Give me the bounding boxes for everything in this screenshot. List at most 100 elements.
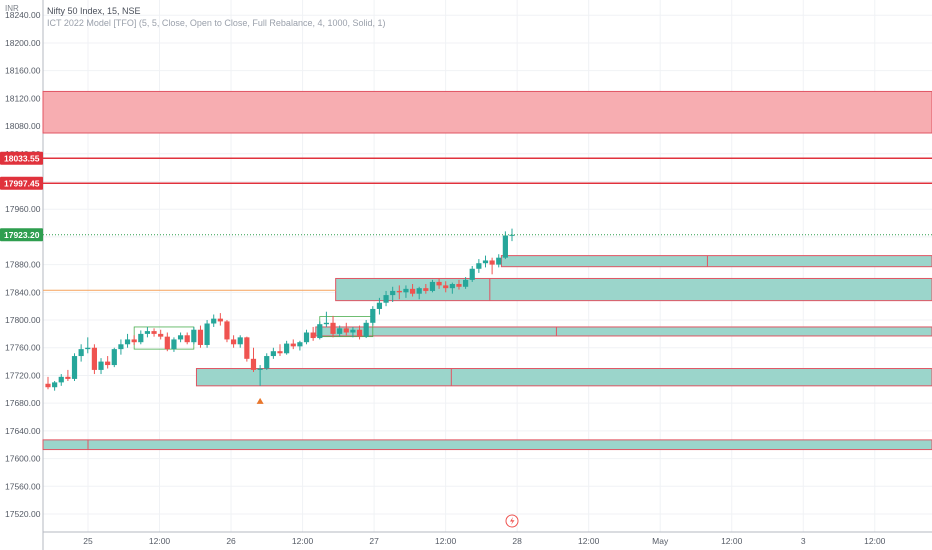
candle-body <box>489 260 495 265</box>
y-tick-label: 17640.00 <box>5 426 41 436</box>
candle <box>390 286 396 303</box>
candle <box>330 315 336 338</box>
x-tick-label: 12:00 <box>149 536 171 546</box>
candle-body <box>98 361 104 370</box>
candle <box>356 325 363 340</box>
candle-body <box>463 279 469 287</box>
candle <box>211 314 217 327</box>
candle <box>158 329 164 340</box>
candle-body <box>383 295 389 303</box>
y-tick-label: 17800.00 <box>5 315 41 325</box>
candle-body <box>71 356 78 379</box>
candle <box>71 353 78 381</box>
candle-body <box>91 347 97 370</box>
candle-body <box>284 343 290 354</box>
candle <box>423 284 429 294</box>
candle-body <box>264 356 270 369</box>
candle-body <box>310 332 316 339</box>
candle-body <box>416 288 422 294</box>
candle-body <box>443 285 449 289</box>
candle <box>118 339 124 355</box>
candle <box>177 332 184 343</box>
candle-body <box>270 351 276 357</box>
price-label-text: 18033.55 <box>4 153 40 163</box>
y-tick-label: 18160.00 <box>5 66 41 76</box>
candle <box>343 322 349 336</box>
candle <box>337 325 343 337</box>
bearish-zone <box>42 90 932 134</box>
candle <box>403 285 409 298</box>
candle <box>416 286 422 300</box>
currency-label: INR <box>5 4 19 13</box>
x-tick-label: 12:00 <box>721 536 743 546</box>
candle <box>237 335 243 348</box>
candle-body <box>370 308 376 323</box>
candle <box>370 306 376 326</box>
candle <box>244 336 250 362</box>
candle-body <box>52 382 58 388</box>
y-tick-label: 17960.00 <box>5 204 41 214</box>
candle <box>144 326 151 338</box>
candle-body <box>177 335 184 340</box>
candle-body <box>429 281 436 291</box>
candle <box>52 380 58 391</box>
candle-body <box>303 332 310 343</box>
y-tick-label: 17880.00 <box>5 260 41 270</box>
candle <box>58 374 64 386</box>
candle-body <box>403 288 409 293</box>
candle <box>502 231 508 260</box>
candle <box>277 344 283 357</box>
price-label-tag <box>0 228 43 242</box>
candle-body <box>197 329 204 345</box>
candle-body <box>231 339 237 345</box>
x-tick-label: May <box>652 536 669 546</box>
x-tick-label: 25 <box>83 536 93 546</box>
candle-body <box>224 321 230 340</box>
candle <box>78 344 84 362</box>
candle-body <box>363 322 369 337</box>
candle-body <box>390 290 396 296</box>
x-tick-label: 27 <box>369 536 379 546</box>
candle <box>429 279 436 293</box>
y-tick-label: 18200.00 <box>5 38 41 48</box>
price-label-tag <box>0 176 43 190</box>
candle-body <box>250 358 257 370</box>
candle <box>98 358 104 375</box>
x-tick-label: 3 <box>801 536 806 546</box>
candle-body <box>502 235 508 258</box>
candle <box>350 326 356 338</box>
candle-body <box>45 383 51 388</box>
candle-body <box>323 322 329 325</box>
candle <box>290 339 296 350</box>
y-tick-label: 17760.00 <box>5 343 41 353</box>
candle-body <box>337 328 343 334</box>
candle <box>65 369 71 381</box>
candle-body <box>476 263 482 269</box>
candle-body <box>131 339 137 343</box>
candle <box>191 326 197 345</box>
indicator-legend[interactable]: ICT 2022 Model [TFO] (5, 5, Close, Open … <box>47 18 386 28</box>
x-tick-label: 12:00 <box>578 536 600 546</box>
candle-body <box>496 257 502 265</box>
candle-body <box>330 322 336 334</box>
x-tick-label: 12:00 <box>864 536 886 546</box>
candle-body <box>343 328 349 333</box>
candle <box>376 297 383 315</box>
candle-body <box>237 337 243 345</box>
candle-body <box>423 288 429 291</box>
candle <box>85 337 91 354</box>
candle-body <box>164 336 170 350</box>
lightning-glyph <box>510 517 515 525</box>
candle-body <box>204 323 210 345</box>
candle-body <box>350 329 356 333</box>
candle-body <box>118 344 124 350</box>
candle <box>231 335 237 348</box>
candle-body <box>105 361 111 366</box>
candle <box>257 365 263 386</box>
candle <box>124 333 131 348</box>
candle <box>45 376 51 390</box>
candle <box>469 266 475 282</box>
candle <box>164 332 170 352</box>
candle-body <box>297 342 303 347</box>
